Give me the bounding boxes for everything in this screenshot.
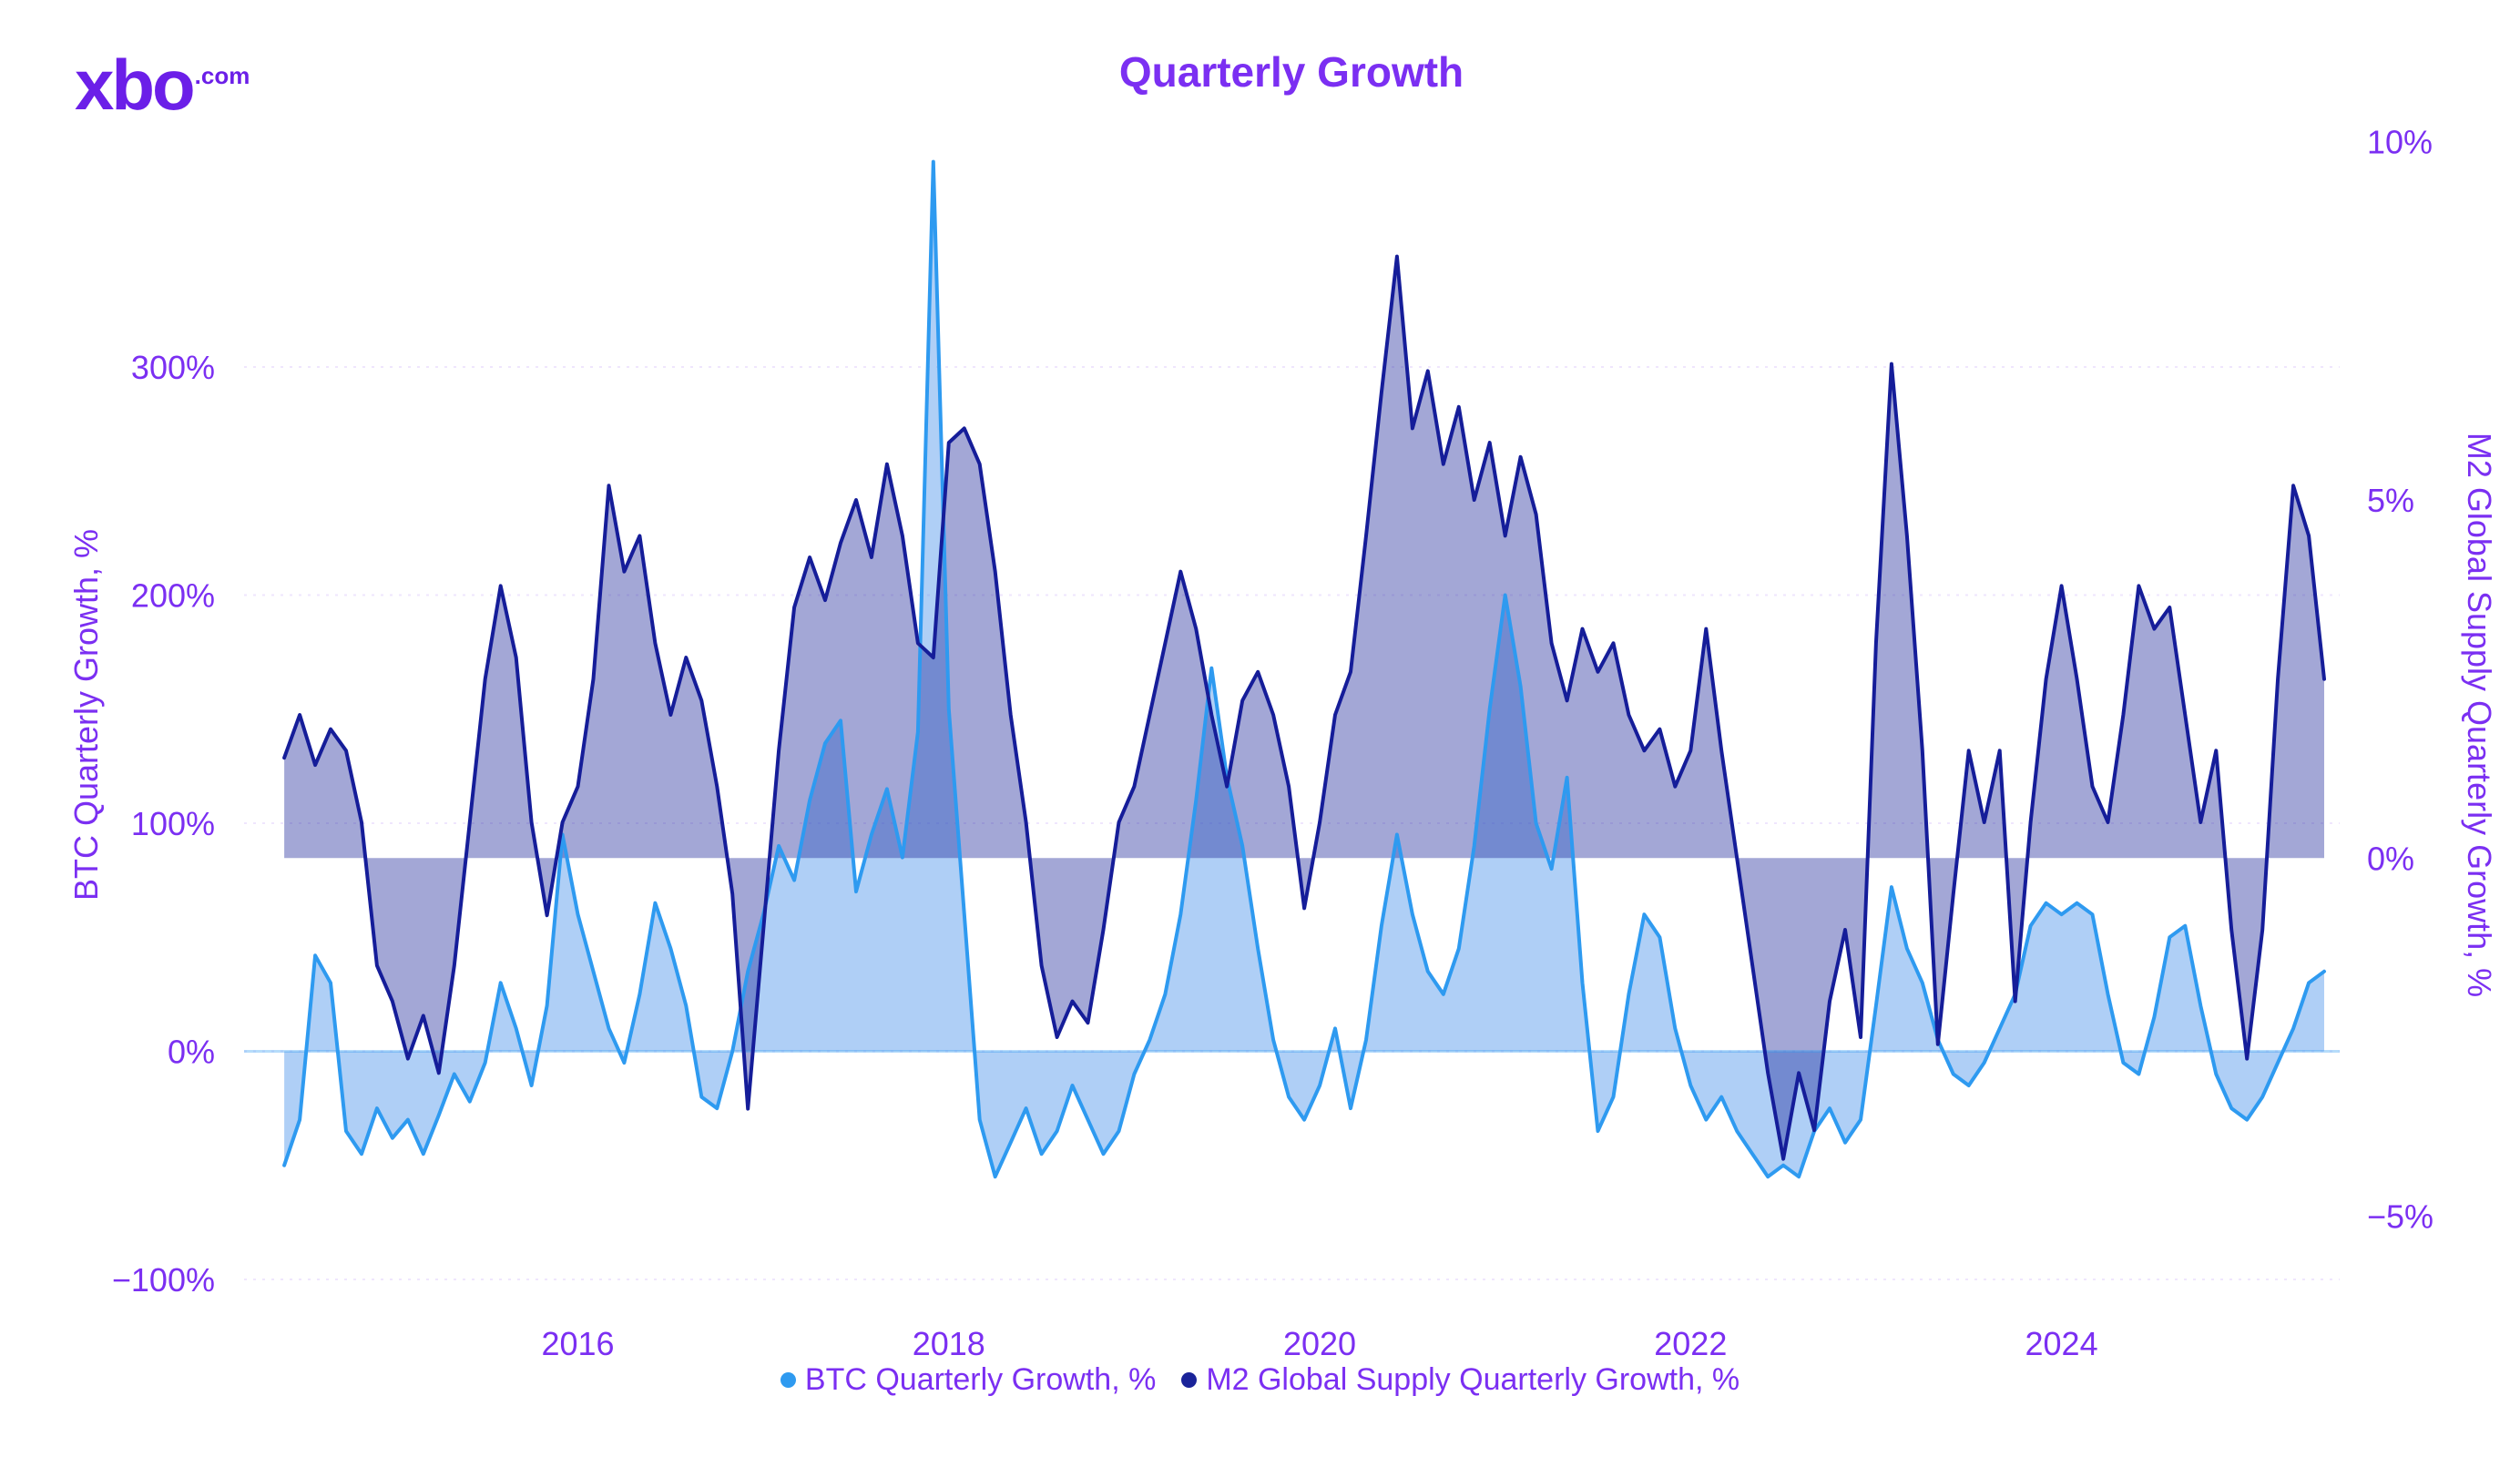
x-axis-tick-label: 2022	[1654, 1325, 1727, 1362]
m2-line[interactable]	[282, 254, 2326, 1161]
left-axis-title: BTC Quarterly Growth, %	[67, 528, 105, 902]
x-axis-tick-label: 2020	[1283, 1325, 1356, 1362]
left-axis-tick-label: 0%	[168, 1033, 215, 1070]
right-axis-tick-label: 5%	[2367, 482, 2414, 519]
btc-line[interactable]	[282, 159, 2326, 1179]
right-axis-title: M2 Global Supply Quarterly Growth, %	[2461, 432, 2498, 998]
left-axis-tick-label: 300%	[131, 349, 215, 386]
btc-area	[284, 161, 2324, 1177]
btc-legend-label: BTC Quarterly Growth, %	[804, 1362, 1157, 1397]
left-axis-tick-label: 100%	[131, 805, 215, 842]
chart-legend: BTC Quarterly Growth, % M2 Global Supply…	[0, 1362, 2520, 1398]
right-axis-tick-label: −5%	[2367, 1198, 2433, 1236]
left-axis-tick-label: 200%	[131, 576, 215, 614]
legend-item-m2[interactable]: M2 Global Supply Quarterly Growth, %	[1181, 1362, 1740, 1398]
right-axis-tick-label: 10%	[2367, 124, 2433, 161]
x-axis-tick-label: 2024	[2025, 1325, 2098, 1362]
m2-legend-dot-icon	[1181, 1372, 1198, 1388]
m2-area	[284, 256, 2324, 1159]
x-axis-tick-label: 2016	[541, 1325, 614, 1362]
xbo-logo-text: xbo	[75, 45, 196, 125]
btc-legend-dot-icon	[780, 1372, 796, 1388]
xbo-logo[interactable]: xbo .com	[75, 45, 250, 125]
xbo-logo-suffix: .com	[194, 62, 250, 89]
x-axis-tick-label: 2018	[913, 1325, 985, 1362]
legend-item-btc[interactable]: BTC Quarterly Growth, %	[780, 1362, 1156, 1398]
m2-legend-label: M2 Global Supply Quarterly Growth, %	[1206, 1362, 1740, 1397]
right-axis-tick-label: 0%	[2367, 840, 2414, 877]
chart-title: Quarterly Growth	[1118, 48, 1464, 96]
left-axis-tick-label: −100%	[112, 1261, 215, 1299]
